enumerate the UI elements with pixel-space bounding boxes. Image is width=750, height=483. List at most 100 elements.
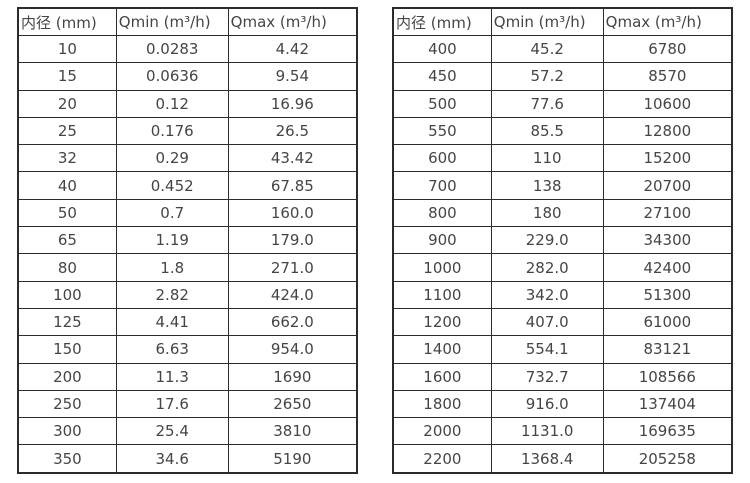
table-row: 350 34.6 5190 bbox=[17, 444, 358, 474]
qmax-cell: 137404 bbox=[602, 389, 733, 419]
diameter-cell: 450 bbox=[392, 62, 492, 91]
header-row: 内径 (mm) Qmin (m³/h) Qmax (m³/h) bbox=[392, 7, 733, 36]
qmin-cell: 1368.4 bbox=[490, 444, 604, 474]
diameter-cell: 1600 bbox=[392, 362, 492, 391]
qmax-cell: 271.0 bbox=[227, 253, 358, 282]
table-row: 80 1.8 271.0 bbox=[17, 253, 358, 282]
diameter-cell: 500 bbox=[392, 89, 492, 118]
diameter-cell: 700 bbox=[392, 171, 492, 200]
table-row: 15 0.0636 9.54 bbox=[17, 62, 358, 91]
qmax-cell: 12800 bbox=[602, 116, 733, 146]
flow-table-large-diameters: 内径 (mm) Qmin (m³/h) Qmax (m³/h) 400 45.2 6… bbox=[392, 7, 733, 474]
qmin-cell: 4.41 bbox=[115, 307, 229, 337]
table-row: 450 57.2 8570 bbox=[392, 62, 733, 91]
qmin-cell: 0.176 bbox=[115, 116, 229, 146]
qmax-cell: 179.0 bbox=[227, 226, 358, 255]
diameter-cell: 100 bbox=[17, 280, 117, 309]
qmax-cell: 6780 bbox=[602, 34, 733, 64]
diameter-cell: 1000 bbox=[392, 253, 492, 282]
qmax-cell: 108566 bbox=[602, 362, 733, 391]
qmin-cell: 732.7 bbox=[490, 362, 604, 391]
qmax-cell: 169635 bbox=[602, 417, 733, 446]
qmax-cell: 8570 bbox=[602, 62, 733, 91]
qmin-cell: 180 bbox=[490, 198, 604, 228]
header-row: 内径 (mm) Qmin (m³/h) Qmax (m³/h) bbox=[17, 7, 358, 36]
table-row: 700 138 20700 bbox=[392, 171, 733, 200]
qmin-cell: 34.6 bbox=[115, 444, 229, 474]
qmax-cell: 10600 bbox=[602, 89, 733, 118]
table-row: 500 77.6 10600 bbox=[392, 89, 733, 118]
diameter-cell: 250 bbox=[17, 389, 117, 419]
qmax-cell: 205258 bbox=[602, 444, 733, 474]
table-row: 65 1.19 179.0 bbox=[17, 226, 358, 255]
qmax-cell: 3810 bbox=[227, 417, 358, 446]
diameter-cell: 1200 bbox=[392, 307, 492, 337]
diameter-cell: 800 bbox=[392, 198, 492, 228]
qmin-cell: 0.29 bbox=[115, 144, 229, 173]
qmin-cell: 0.0636 bbox=[115, 62, 229, 91]
qmin-cell: 45.2 bbox=[490, 34, 604, 64]
table-row: 32 0.29 43.42 bbox=[17, 144, 358, 173]
column-header-qmin: Qmin (m³/h) bbox=[115, 7, 229, 36]
qmax-cell: 27100 bbox=[602, 198, 733, 228]
table-row: 50 0.7 160.0 bbox=[17, 198, 358, 228]
qmax-cell: 43.42 bbox=[227, 144, 358, 173]
qmax-cell: 67.85 bbox=[227, 171, 358, 200]
diameter-cell: 550 bbox=[392, 116, 492, 146]
qmin-cell: 6.63 bbox=[115, 335, 229, 364]
qmin-cell: 17.6 bbox=[115, 389, 229, 419]
diameter-cell: 150 bbox=[17, 335, 117, 364]
table-row: 100 2.82 424.0 bbox=[17, 280, 358, 309]
diameter-cell: 900 bbox=[392, 226, 492, 255]
qmin-cell: 11.3 bbox=[115, 362, 229, 391]
qmin-cell: 25.4 bbox=[115, 417, 229, 446]
diameter-cell: 300 bbox=[17, 417, 117, 446]
qmax-cell: 26.5 bbox=[227, 116, 358, 146]
qmin-cell: 1131.0 bbox=[490, 417, 604, 446]
table-row: 125 4.41 662.0 bbox=[17, 307, 358, 337]
qmin-cell: 77.6 bbox=[490, 89, 604, 118]
qmin-cell: 85.5 bbox=[490, 116, 604, 146]
qmin-cell: 0.0283 bbox=[115, 34, 229, 64]
diameter-cell: 80 bbox=[17, 253, 117, 282]
column-header-qmax: Qmax (m³/h) bbox=[227, 7, 358, 36]
column-header-qmax: Qmax (m³/h) bbox=[602, 7, 733, 36]
qmax-cell: 42400 bbox=[602, 253, 733, 282]
qmin-cell: 110 bbox=[490, 144, 604, 173]
table-row: 1200 407.0 61000 bbox=[392, 307, 733, 337]
diameter-cell: 40 bbox=[17, 171, 117, 200]
qmax-cell: 160.0 bbox=[227, 198, 358, 228]
column-header-qmin: Qmin (m³/h) bbox=[490, 7, 604, 36]
diameter-cell: 20 bbox=[17, 89, 117, 118]
qmax-cell: 4.42 bbox=[227, 34, 358, 64]
diameter-cell: 600 bbox=[392, 144, 492, 173]
qmax-cell: 16.96 bbox=[227, 89, 358, 118]
diameter-cell: 1400 bbox=[392, 335, 492, 364]
table-row: 1400 554.1 83121 bbox=[392, 335, 733, 364]
qmin-cell: 0.7 bbox=[115, 198, 229, 228]
qmax-cell: 9.54 bbox=[227, 62, 358, 91]
table-row: 1800 916.0 137404 bbox=[392, 389, 733, 419]
qmin-cell: 554.1 bbox=[490, 335, 604, 364]
qmin-cell: 2.82 bbox=[115, 280, 229, 309]
diameter-cell: 1800 bbox=[392, 389, 492, 419]
diameter-cell: 350 bbox=[17, 444, 117, 474]
qmin-cell: 407.0 bbox=[490, 307, 604, 337]
qmax-cell: 61000 bbox=[602, 307, 733, 337]
qmax-cell: 5190 bbox=[227, 444, 358, 474]
qmin-cell: 0.12 bbox=[115, 89, 229, 118]
qmax-cell: 51300 bbox=[602, 280, 733, 309]
qmax-cell: 662.0 bbox=[227, 307, 358, 337]
qmin-cell: 916.0 bbox=[490, 389, 604, 419]
table-row: 40 0.452 67.85 bbox=[17, 171, 358, 200]
column-header-diameter: 内径 (mm) bbox=[392, 7, 492, 36]
table-row: 2000 1131.0 169635 bbox=[392, 417, 733, 446]
qmax-cell: 83121 bbox=[602, 335, 733, 364]
diameter-cell: 1100 bbox=[392, 280, 492, 309]
column-header-diameter: 内径 (mm) bbox=[17, 7, 117, 36]
diameter-cell: 15 bbox=[17, 62, 117, 91]
table-row: 200 11.3 1690 bbox=[17, 362, 358, 391]
diameter-cell: 2000 bbox=[392, 417, 492, 446]
diameter-cell: 200 bbox=[17, 362, 117, 391]
